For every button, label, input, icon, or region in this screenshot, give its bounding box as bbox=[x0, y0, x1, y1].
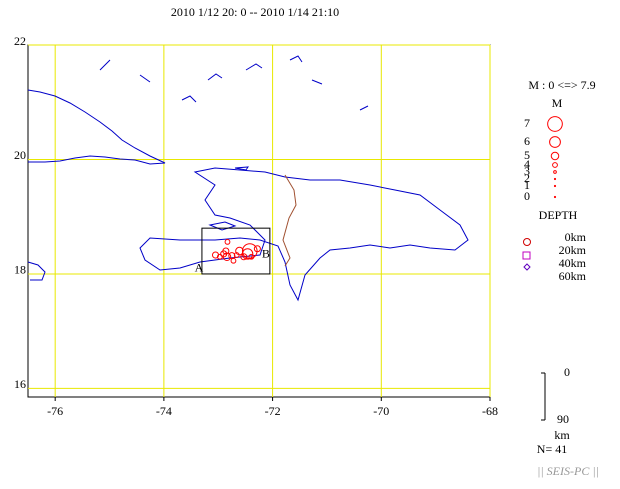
magnitude-legend-title: M bbox=[552, 96, 563, 110]
bahamas bbox=[99, 55, 369, 111]
epicenter bbox=[230, 257, 237, 264]
epicenter bbox=[240, 253, 248, 261]
x-tick-label: -68 bbox=[482, 404, 498, 418]
section-label-b: B bbox=[262, 247, 270, 261]
x-tick-label: -74 bbox=[156, 404, 172, 418]
y-tick-label: 22 bbox=[14, 34, 26, 48]
epicenter bbox=[253, 245, 261, 253]
epicenter bbox=[224, 238, 231, 245]
magnitude-legend-symbol bbox=[553, 170, 557, 174]
magnitude-legend-symbol bbox=[550, 151, 560, 161]
epicenter bbox=[222, 252, 232, 262]
haiti-dr-border bbox=[282, 174, 297, 267]
magnitude-legend-label: 4 bbox=[524, 157, 530, 171]
cuba-coast bbox=[27, 89, 166, 165]
magnitude-legend-symbol bbox=[553, 177, 557, 181]
y-tick-label: 18 bbox=[14, 263, 26, 277]
y-tick-label: 20 bbox=[14, 148, 26, 162]
magnitude-legend-symbol bbox=[553, 184, 557, 188]
magnitude-range: M : 0 <=> 7.9 bbox=[528, 78, 595, 92]
magnitude-legend-label: 1 bbox=[524, 178, 530, 192]
magnitude-legend-symbol bbox=[547, 116, 563, 132]
depth-legend-label: 20km bbox=[559, 243, 587, 257]
tortuga-island bbox=[234, 166, 249, 171]
grid bbox=[28, 44, 491, 397]
magnitude-legend-label: 7 bbox=[524, 116, 530, 130]
depth-legend-label: 60km bbox=[559, 269, 587, 283]
magnitude-legend-symbol bbox=[549, 136, 561, 148]
depth-symbol-square bbox=[522, 251, 531, 260]
depth-symbol-diamond bbox=[523, 263, 531, 271]
jamaica-coast bbox=[27, 261, 46, 281]
magnitude-legend-label: 6 bbox=[524, 134, 530, 148]
epicenter bbox=[222, 247, 230, 255]
hispaniola-coast bbox=[139, 167, 469, 302]
magnitude-legend-symbol bbox=[552, 162, 558, 168]
coastlines bbox=[27, 55, 469, 302]
depth-legend-title: DEPTH bbox=[539, 208, 578, 222]
epicenter bbox=[216, 253, 223, 260]
depth-legend-label: 40km bbox=[559, 256, 587, 270]
magnitude-legend-label: 2 bbox=[524, 171, 530, 185]
event-count: N= 41 bbox=[537, 442, 567, 456]
map-title: 2010 1/12 20: 0 -- 2010 1/14 21:10 bbox=[171, 5, 339, 19]
epicenter bbox=[211, 251, 220, 259]
magnitude-legend-label: 0 bbox=[524, 189, 530, 203]
epicenter bbox=[241, 248, 254, 260]
x-tick-label: -72 bbox=[265, 404, 281, 418]
depth-symbol-circle bbox=[523, 238, 531, 246]
section-box bbox=[201, 227, 271, 275]
epicenter bbox=[248, 253, 255, 260]
depth-scale-max: 90 bbox=[557, 412, 569, 426]
footer: || SEIS-PC || bbox=[537, 464, 599, 478]
magnitude-legend-label: 5 bbox=[524, 148, 530, 162]
depth-scale-min: 0 bbox=[564, 365, 570, 379]
depth-legend-label: 0km bbox=[565, 230, 587, 244]
section-label-a: A bbox=[195, 261, 204, 275]
magnitude-legend-symbol bbox=[553, 195, 557, 199]
depth-scale-unit: km bbox=[554, 428, 570, 442]
marks bbox=[201, 227, 271, 275]
x-tick-label: -70 bbox=[373, 404, 389, 418]
magnitude-legend-label: 3 bbox=[524, 164, 530, 178]
map-frame bbox=[27, 44, 491, 398]
y-tick-label: 16 bbox=[14, 377, 26, 391]
x-tick-label: -76 bbox=[47, 404, 63, 418]
